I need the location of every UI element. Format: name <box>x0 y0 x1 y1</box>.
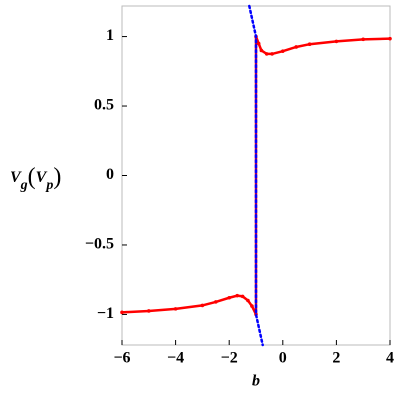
point <box>361 37 366 42</box>
point <box>214 300 218 304</box>
y-tick-label: 0 <box>106 166 114 183</box>
point <box>200 303 205 308</box>
point <box>307 42 312 47</box>
x-tick-label: −2 <box>221 350 238 367</box>
y-label-part: V <box>10 169 22 186</box>
point <box>334 39 339 44</box>
y-label-part: ( <box>28 164 36 190</box>
point <box>147 309 151 313</box>
point <box>120 310 124 315</box>
y-axis-label: Vg(Vp) <box>10 164 61 194</box>
point <box>250 304 254 308</box>
dotted-line <box>248 4 264 347</box>
point <box>246 298 250 303</box>
point <box>173 307 178 311</box>
x-tick-label: 2 <box>332 350 340 367</box>
y-label-part: g <box>20 178 28 193</box>
point <box>259 48 264 53</box>
y-tick-label: −0.5 <box>85 236 114 253</box>
x-axis-label: b <box>252 373 260 390</box>
x-tick-label: 0 <box>279 350 287 367</box>
point <box>270 52 274 56</box>
point <box>264 52 269 56</box>
y-tick-label: −1 <box>97 305 114 322</box>
y-label-part: ) <box>53 164 61 190</box>
y-tick-label: 1 <box>106 27 114 44</box>
point <box>388 36 392 41</box>
point <box>235 293 240 298</box>
point <box>294 45 299 49</box>
y-tick-label: 0.5 <box>94 97 114 114</box>
x-tick-label: 4 <box>386 350 394 367</box>
point <box>240 294 245 299</box>
point <box>227 295 231 300</box>
y-label-part: p <box>45 178 53 193</box>
x-tick-label: −4 <box>167 350 184 367</box>
y-label-part: V <box>36 169 48 186</box>
point <box>281 49 285 53</box>
x-tick-label: −6 <box>113 350 130 367</box>
point <box>256 41 261 46</box>
